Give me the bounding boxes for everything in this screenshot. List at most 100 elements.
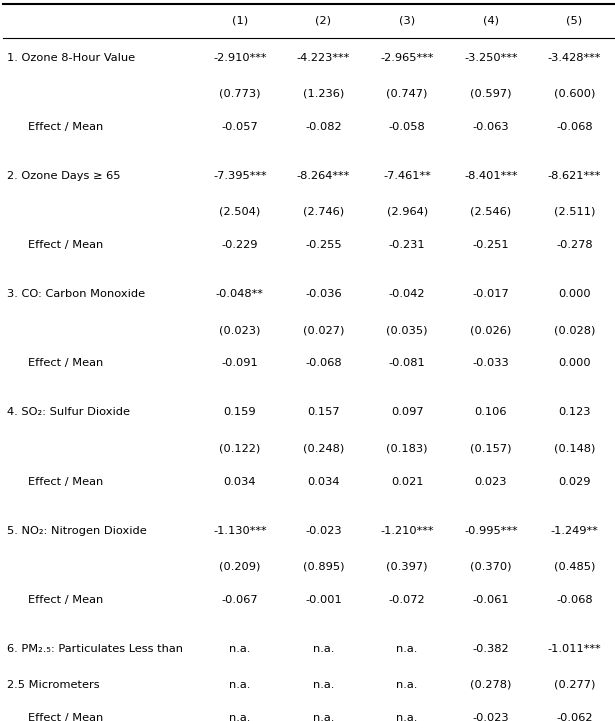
Text: Effect / Mean: Effect / Mean [28, 122, 103, 132]
Text: n.a.: n.a. [229, 713, 250, 721]
Text: (2.746): (2.746) [303, 207, 344, 217]
Text: -0.229: -0.229 [221, 240, 258, 250]
Text: -0.017: -0.017 [472, 289, 509, 299]
Text: n.a.: n.a. [397, 680, 418, 690]
Text: -0.382: -0.382 [472, 644, 509, 654]
Text: 2. Ozone Days ≥ 65: 2. Ozone Days ≥ 65 [7, 171, 121, 181]
Text: 0.157: 0.157 [307, 407, 340, 417]
Text: 0.106: 0.106 [475, 407, 507, 417]
Text: 0.021: 0.021 [391, 477, 423, 487]
Text: n.a.: n.a. [229, 680, 250, 690]
Text: Effect / Mean: Effect / Mean [28, 477, 103, 487]
Text: 3. CO: Carbon Monoxide: 3. CO: Carbon Monoxide [7, 289, 146, 299]
Text: -0.255: -0.255 [305, 240, 342, 250]
Text: -0.251: -0.251 [472, 240, 509, 250]
Text: -7.395***: -7.395*** [213, 171, 267, 181]
Text: (0.035): (0.035) [386, 325, 428, 335]
Text: 0.159: 0.159 [223, 407, 256, 417]
Text: (0.597): (0.597) [470, 89, 512, 99]
Text: 1. Ozone 8-Hour Value: 1. Ozone 8-Hour Value [7, 53, 135, 63]
Text: -0.001: -0.001 [305, 595, 342, 605]
Text: -0.023: -0.023 [305, 526, 342, 536]
Text: -0.058: -0.058 [389, 122, 426, 132]
Text: 0.023: 0.023 [475, 477, 507, 487]
Text: -0.278: -0.278 [556, 240, 593, 250]
Text: -7.461**: -7.461** [383, 171, 431, 181]
Text: (2.546): (2.546) [470, 207, 511, 217]
Text: -0.036: -0.036 [305, 289, 342, 299]
Text: -0.042: -0.042 [389, 289, 426, 299]
Text: -0.068: -0.068 [305, 358, 342, 368]
Text: (0.600): (0.600) [554, 89, 595, 99]
Text: Effect / Mean: Effect / Mean [28, 713, 103, 721]
Text: (0.026): (0.026) [470, 325, 512, 335]
Text: 2.5 Micrometers: 2.5 Micrometers [7, 680, 100, 690]
Text: (0.028): (0.028) [554, 325, 595, 335]
Text: -0.057: -0.057 [221, 122, 258, 132]
Text: -0.033: -0.033 [472, 358, 509, 368]
Text: -8.264***: -8.264*** [297, 171, 350, 181]
Text: -0.048**: -0.048** [216, 289, 264, 299]
Text: -1.210***: -1.210*** [381, 526, 434, 536]
Text: n.a.: n.a. [313, 644, 334, 654]
Text: -3.428***: -3.428*** [548, 53, 601, 63]
Text: -1.011***: -1.011*** [547, 644, 601, 654]
Text: -2.910***: -2.910*** [213, 53, 266, 63]
Text: (0.397): (0.397) [386, 562, 428, 572]
Text: -0.995***: -0.995*** [464, 526, 518, 536]
Text: 0.000: 0.000 [558, 289, 591, 299]
Text: (0.277): (0.277) [554, 680, 595, 690]
Text: -0.023: -0.023 [472, 713, 509, 721]
Text: n.a.: n.a. [229, 644, 250, 654]
Text: (0.209): (0.209) [219, 562, 261, 572]
Text: (0.895): (0.895) [303, 562, 344, 572]
Text: n.a.: n.a. [397, 713, 418, 721]
Text: (0.148): (0.148) [554, 443, 595, 454]
Text: -0.091: -0.091 [221, 358, 258, 368]
Text: -1.249**: -1.249** [550, 526, 598, 536]
Text: (0.023): (0.023) [219, 325, 261, 335]
Text: -0.063: -0.063 [472, 122, 509, 132]
Text: 6. PM₂.₅: Particulates Less than: 6. PM₂.₅: Particulates Less than [7, 644, 183, 654]
Text: (3): (3) [399, 16, 415, 26]
Text: -0.082: -0.082 [305, 122, 342, 132]
Text: Effect / Mean: Effect / Mean [28, 358, 103, 368]
Text: -0.067: -0.067 [221, 595, 258, 605]
Text: 0.034: 0.034 [308, 477, 339, 487]
Text: -1.130***: -1.130*** [213, 526, 267, 536]
Text: (0.485): (0.485) [554, 562, 595, 572]
Text: n.a.: n.a. [397, 644, 418, 654]
Text: (0.122): (0.122) [219, 443, 261, 454]
Text: (0.370): (0.370) [470, 562, 512, 572]
Text: -0.068: -0.068 [556, 595, 593, 605]
Text: -0.061: -0.061 [472, 595, 509, 605]
Text: -0.068: -0.068 [556, 122, 593, 132]
Text: 0.034: 0.034 [224, 477, 256, 487]
Text: 4. SO₂: Sulfur Dioxide: 4. SO₂: Sulfur Dioxide [7, 407, 130, 417]
Text: (1): (1) [232, 16, 248, 26]
Text: Effect / Mean: Effect / Mean [28, 595, 103, 605]
Text: -0.231: -0.231 [389, 240, 426, 250]
Text: -8.401***: -8.401*** [464, 171, 517, 181]
Text: (0.278): (0.278) [470, 680, 512, 690]
Text: -0.072: -0.072 [389, 595, 426, 605]
Text: 5. NO₂: Nitrogen Dioxide: 5. NO₂: Nitrogen Dioxide [7, 526, 147, 536]
Text: (2.511): (2.511) [554, 207, 595, 217]
Text: (0.773): (0.773) [219, 89, 261, 99]
Text: (0.183): (0.183) [386, 443, 428, 454]
Text: (5): (5) [566, 16, 582, 26]
Text: n.a.: n.a. [313, 713, 334, 721]
Text: -2.965***: -2.965*** [381, 53, 434, 63]
Text: (4): (4) [483, 16, 499, 26]
Text: (2.504): (2.504) [219, 207, 261, 217]
Text: 0.123: 0.123 [558, 407, 590, 417]
Text: 0.029: 0.029 [558, 477, 590, 487]
Text: -0.062: -0.062 [556, 713, 593, 721]
Text: -4.223***: -4.223*** [297, 53, 350, 63]
Text: -3.250***: -3.250*** [464, 53, 517, 63]
Text: (0.157): (0.157) [470, 443, 512, 454]
Text: (2): (2) [315, 16, 331, 26]
Text: (2.964): (2.964) [387, 207, 427, 217]
Text: 0.097: 0.097 [391, 407, 424, 417]
Text: (0.248): (0.248) [303, 443, 344, 454]
